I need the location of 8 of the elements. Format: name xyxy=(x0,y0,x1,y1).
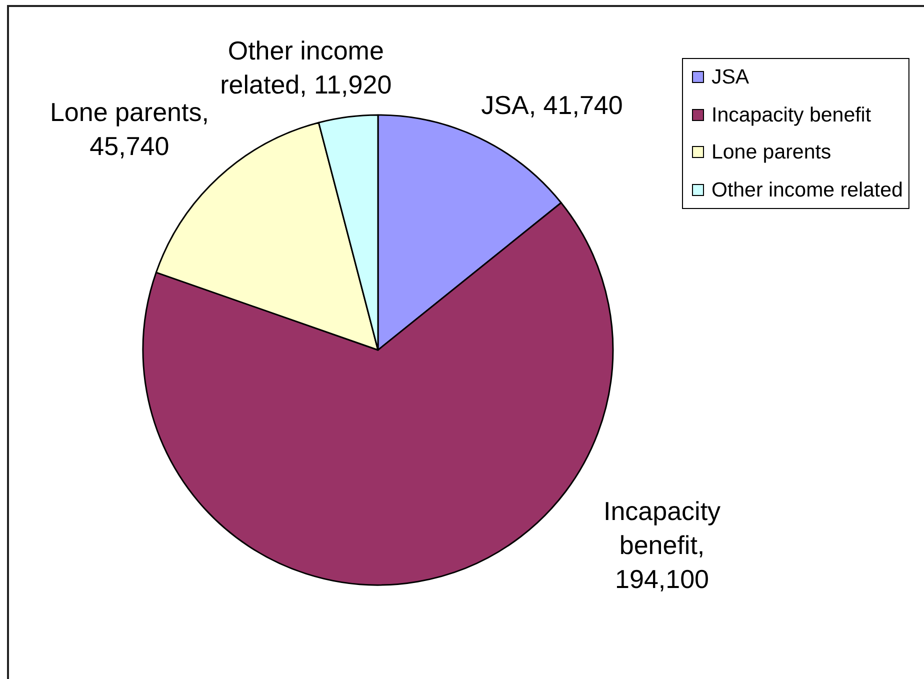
data-label: Incapacity benefit, 194,100 xyxy=(603,496,721,594)
data-label: Lone parents, 45,740 xyxy=(50,97,209,162)
legend-label: Other income related xyxy=(712,178,903,202)
data-label: JSA, 41,740 xyxy=(481,90,623,120)
data-label: Other income related, 11,920 xyxy=(220,35,392,100)
legend-label: JSA xyxy=(712,66,750,89)
legend-label: Lone parents xyxy=(712,140,832,164)
legend-label: Incapacity benefit xyxy=(712,104,872,127)
